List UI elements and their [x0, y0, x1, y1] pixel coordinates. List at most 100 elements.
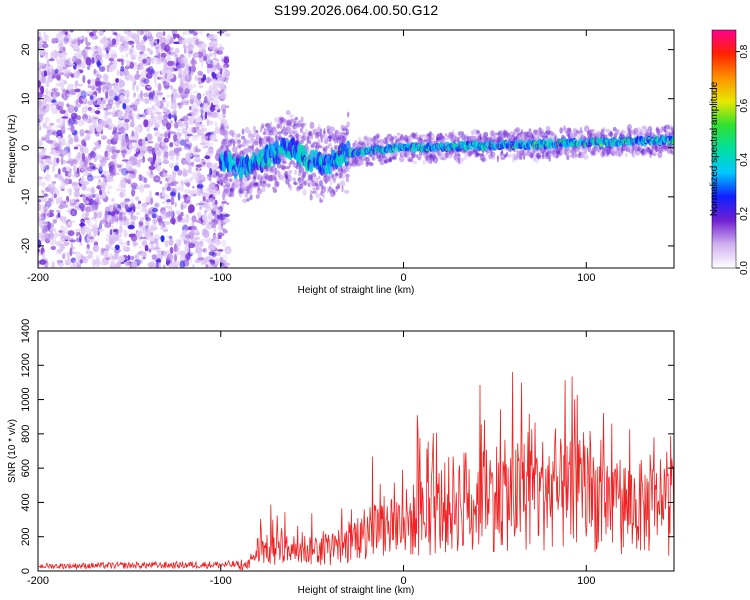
heatmap-cell [57, 60, 62, 70]
heatmap-cell [173, 41, 180, 45]
heatmap-cell [110, 160, 114, 165]
heatmap-cell [309, 181, 312, 188]
heatmap-cell [101, 156, 106, 162]
heatmap-cell [83, 146, 89, 154]
heatmap-cell [282, 175, 285, 182]
heatmap-cell [182, 224, 189, 233]
heatmap-cell [76, 144, 82, 148]
heatmap-cell [49, 103, 55, 111]
heatmap-cell [57, 259, 61, 266]
heatmap-cell [309, 194, 313, 201]
heatmap-cell [101, 190, 107, 199]
heatmap-cell [133, 64, 138, 71]
heatmap-cell [412, 153, 416, 159]
heatmap-cell [129, 61, 135, 69]
heatmap-cell [163, 264, 166, 268]
heatmap-cell [484, 154, 487, 162]
heatmap-cell [154, 96, 159, 102]
heatmap-cell [151, 254, 157, 261]
heatmap-cell [167, 60, 174, 66]
heatmap-cell [63, 235, 69, 240]
heatmap-cell [484, 133, 489, 137]
heatmap-cell [75, 104, 82, 108]
heatmap-cell [136, 30, 141, 37]
heatmap-cell [115, 211, 120, 215]
heatmap-cell [171, 114, 175, 118]
heatmap-cell [126, 197, 130, 203]
heatmap-cell [40, 182, 46, 187]
heatmap-cell [129, 31, 133, 39]
heatmap-cell [180, 57, 184, 65]
heatmap-cell [80, 90, 87, 99]
heatmap-cell [132, 215, 137, 221]
heatmap-cell [155, 177, 160, 181]
heatmap-cell [289, 160, 295, 165]
heatmap-cell [56, 74, 61, 81]
heatmap-cell [211, 183, 215, 188]
heatmap-cell [72, 173, 77, 179]
heatmap-cell [605, 128, 611, 134]
heatmap-cell [138, 138, 144, 147]
heatmap-cell [189, 126, 194, 135]
heatmap-cell [476, 130, 481, 134]
heatmap-cell [70, 199, 74, 204]
heatmap-cell [114, 251, 119, 260]
heatmap-cell [91, 35, 99, 40]
heatmap-cell [162, 80, 167, 85]
heatmap-cell [68, 37, 75, 43]
heatmap-cell [174, 121, 179, 129]
heatmap-cell [458, 153, 461, 157]
heatmap-cell [220, 75, 225, 82]
heatmap-cell [452, 129, 455, 136]
heatmap-cell [559, 127, 563, 134]
heatmap-cell [259, 126, 263, 133]
heatmap-cell [145, 107, 153, 115]
heatmap-cell [110, 135, 114, 139]
heatmap-cell [342, 164, 346, 172]
heatmap-cell [184, 138, 189, 143]
heatmap-cell [43, 103, 50, 106]
heatmap-cell [209, 168, 213, 176]
heatmap-cell [153, 77, 157, 84]
heatmap-cell [41, 156, 48, 159]
heatmap-cell [78, 119, 83, 127]
heatmap-cell [177, 128, 181, 131]
heatmap-cell [133, 51, 138, 59]
heatmap-cell [40, 136, 46, 142]
heatmap-cell [116, 58, 123, 62]
heatmap-cell [192, 185, 195, 189]
heatmap-cell [155, 61, 162, 65]
heatmap-cell [82, 75, 86, 84]
heatmap-cell [138, 225, 143, 229]
heatmap-cell [412, 160, 418, 165]
heatmap-cell [38, 199, 42, 203]
heatmap-cell [57, 168, 61, 175]
heatmap-cell [202, 93, 206, 97]
heatmap-cell [46, 140, 54, 144]
heatmap-cell [173, 92, 180, 99]
heatmap-cell [312, 187, 317, 191]
heatmap-cell [163, 114, 169, 119]
heatmap-cell [184, 188, 191, 195]
heatmap-cell [103, 170, 111, 178]
heatmap-cell [122, 103, 127, 110]
heatmap-cell [51, 261, 56, 268]
heatmap-cell [121, 212, 125, 218]
heatmap-cell [71, 210, 75, 215]
heatmap-cell [345, 173, 350, 178]
heatmap-cell [326, 186, 329, 194]
heatmap-cell [490, 156, 496, 160]
heatmap-cell [206, 55, 211, 65]
heatmap-cell [69, 88, 77, 96]
heatmap-cell [39, 204, 46, 213]
heatmap-cell [88, 114, 91, 120]
heatmap-cell [44, 51, 48, 59]
heatmap-cell [223, 65, 227, 69]
heatmap-cell [124, 198, 131, 202]
heatmap-cell [170, 102, 177, 110]
heatmap-cell [206, 111, 212, 116]
heatmap-cell [95, 141, 100, 144]
heatmap-cell [56, 209, 61, 213]
heatmap-cell [615, 129, 621, 135]
heatmap-cell [122, 142, 129, 145]
